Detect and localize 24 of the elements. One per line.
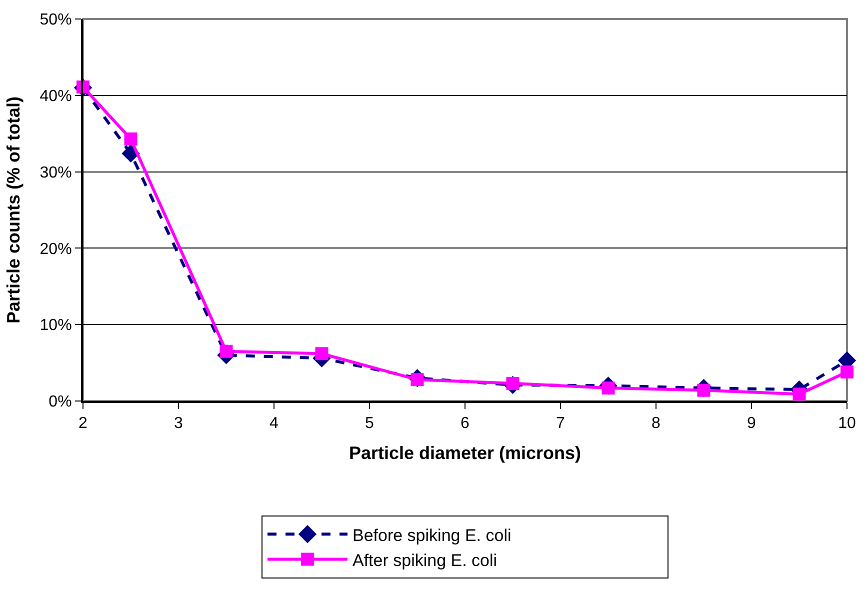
y-tick-label: 40% (40, 88, 72, 105)
x-tick-label: 4 (270, 415, 279, 432)
point (220, 344, 233, 358)
y-tick-label: 50% (40, 12, 72, 29)
point (124, 132, 138, 146)
point (840, 365, 854, 378)
y-tick-label: 30% (40, 164, 72, 182)
y-tick-label: 20% (40, 240, 72, 258)
x-tick-label: 10 (838, 415, 856, 432)
point (315, 347, 328, 360)
x-tick-label: 5 (365, 415, 374, 432)
y-tick-label: 0% (48, 394, 72, 411)
legend-label: Before spiking E. coli (352, 526, 512, 545)
y-tick-label: 10% (40, 317, 72, 334)
legend-label: After spiking E. coli (352, 550, 498, 570)
x-axis-title: Particle diameter (microns) (348, 442, 582, 463)
x-tick-label: 3 (174, 415, 184, 432)
point (792, 388, 806, 401)
x-tick-label: 8 (652, 415, 661, 432)
x-tick-label: 6 (460, 415, 470, 432)
x-tick-label: 2 (78, 415, 88, 432)
x-tick-label: 9 (747, 415, 756, 432)
x-tick-label: 7 (556, 415, 566, 432)
y-axis-title: Particle counts (% of total) (3, 96, 24, 324)
